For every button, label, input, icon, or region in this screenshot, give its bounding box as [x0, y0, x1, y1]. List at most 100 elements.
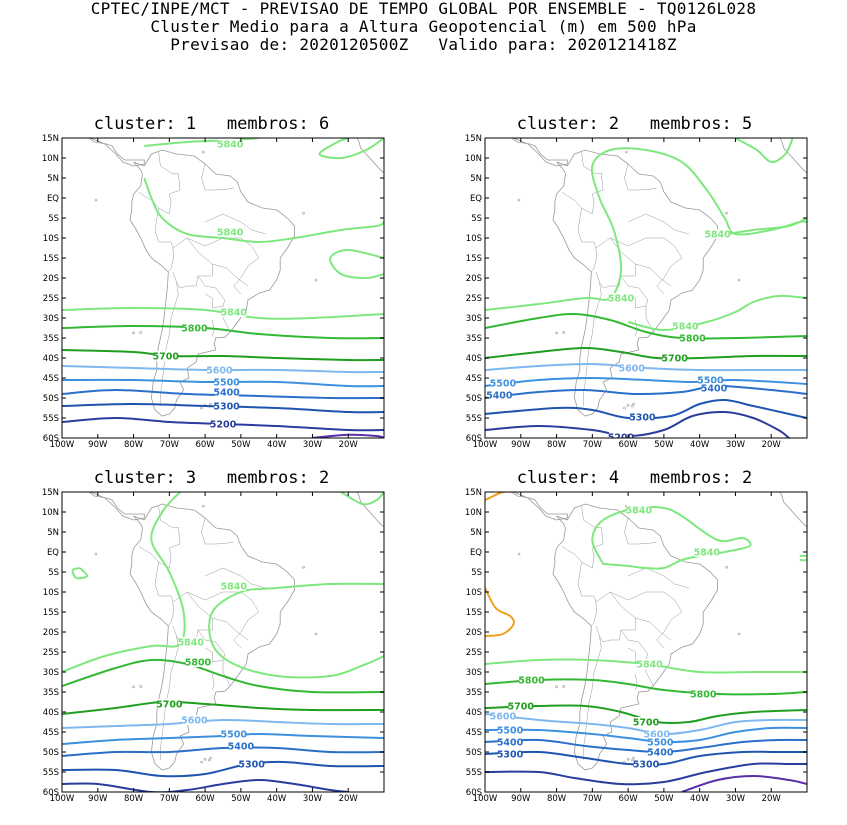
contour-label-5500: 5500 [697, 376, 724, 387]
y-tick-label: 15N [42, 134, 59, 144]
y-tick-label: 50S [466, 394, 482, 404]
contour-5200 [62, 778, 349, 792]
island [625, 150, 628, 154]
contour-label-5400: 5400 [486, 391, 513, 402]
country-border [212, 617, 249, 641]
country-border [583, 281, 602, 406]
y-tick-label: 25S [466, 294, 482, 304]
coastline-central-america [88, 492, 145, 521]
country-border [645, 306, 654, 333]
contour-label-bg [644, 729, 669, 739]
x-tick-label: 50W [231, 794, 251, 804]
contour-label-5840: 5840 [672, 322, 699, 333]
x-tick-label: 20W [762, 794, 782, 804]
contour-label-5400: 5400 [647, 748, 674, 759]
contour-label-bg [691, 689, 716, 699]
contour-label-bg [157, 699, 182, 709]
y-tick-label: 60S [466, 788, 482, 798]
contour-label-bg [619, 363, 644, 373]
contour-label-bg [185, 657, 210, 667]
island [725, 211, 728, 215]
island [302, 565, 305, 569]
country-border [635, 617, 672, 641]
island [209, 402, 212, 406]
contour-5840 [485, 147, 807, 311]
y-tick-label: 55S [466, 768, 482, 778]
contour-5400 [62, 746, 384, 757]
contour-label-bg [701, 383, 726, 393]
country-border [610, 591, 683, 649]
contour-5600 [62, 365, 384, 374]
country-border [561, 505, 604, 569]
x-tick-label: 100W [473, 440, 498, 450]
y-tick-label: EQ [470, 194, 482, 204]
y-tick-label: 15S [466, 608, 482, 618]
plot-frame [61, 137, 385, 439]
y-tick-label: 30S [43, 668, 59, 678]
coastline-central-america [511, 492, 568, 521]
island [94, 552, 98, 556]
contour-label-bg [608, 432, 633, 438]
contour-label-bg [214, 377, 239, 387]
island [725, 565, 728, 569]
y-tick-label: 50S [43, 394, 59, 404]
contour-5840 [728, 217, 807, 235]
island [517, 552, 521, 556]
contour-5840 [62, 492, 186, 673]
contour-label-bg [634, 759, 658, 769]
coastline-central-america [511, 138, 568, 167]
x-tick-label: 70W [160, 440, 180, 450]
contour-label-5800: 5800 [181, 324, 208, 335]
y-tick-label: 20S [43, 628, 59, 638]
contour-label-bg [508, 701, 533, 711]
contour-label-5840: 5840 [694, 548, 721, 559]
plot-frame [484, 137, 808, 439]
y-tick-label: 5N [470, 174, 482, 184]
contour-label-5600: 5600 [490, 712, 517, 723]
contour-label-5840: 5840 [626, 506, 653, 517]
contour-label-bg [218, 139, 243, 149]
island [632, 756, 635, 760]
island [132, 331, 135, 335]
country-border [222, 660, 231, 687]
y-tick-label: 15N [465, 488, 482, 498]
contour-label-5300: 5300 [238, 760, 265, 771]
contour-5840 [734, 138, 794, 164]
contour-label-5800: 5800 [518, 676, 545, 687]
contour-label-bg [221, 307, 246, 317]
island [562, 685, 566, 688]
y-tick-label: 15N [42, 488, 59, 498]
contour-label-bg [182, 715, 207, 725]
y-tick-label: 35S [43, 688, 59, 698]
y-tick-label: 40S [466, 354, 482, 364]
country-border [610, 237, 683, 295]
x-tick-label: 50W [231, 440, 251, 450]
y-tick-label: 10S [466, 588, 482, 598]
x-tick-label: 40W [267, 440, 287, 450]
x-tick-label: 60W [618, 440, 638, 450]
contour-label-bg [490, 711, 515, 721]
country-border [172, 237, 213, 289]
island [302, 211, 305, 215]
y-tick-label: 10S [466, 234, 482, 244]
contour-5880 [485, 492, 514, 501]
contour-5700 [62, 349, 384, 362]
y-tick-label: 15S [43, 254, 59, 264]
y-tick-label: 10N [42, 508, 59, 518]
contour-label-bg [498, 737, 523, 747]
country-border [583, 635, 602, 760]
y-tick-label: 20S [466, 628, 482, 638]
island [139, 331, 143, 334]
x-tick-label: 40W [267, 794, 287, 804]
contour-label-5200: 5200 [608, 433, 635, 444]
x-tick-label: 90W [88, 794, 108, 804]
x-tick-label: 90W [511, 440, 531, 450]
island [94, 198, 98, 202]
country-border [624, 517, 657, 545]
x-tick-label: 60W [195, 794, 215, 804]
country-border [154, 207, 174, 273]
x-tick-label: 40W [690, 440, 710, 450]
y-tick-label: 5S [471, 214, 482, 224]
panel-cluster-3: cluster: 3 membros: 2 5840 5840 5800 5700 56… [0, 464, 423, 814]
